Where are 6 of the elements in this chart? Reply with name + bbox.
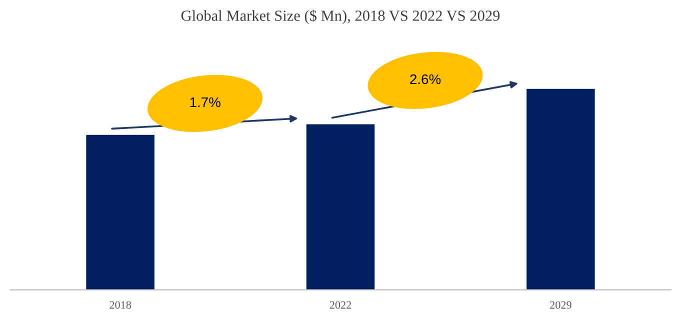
x-tick-label: 2022 [330, 301, 351, 309]
chart-title: Global Market Size ($ Mn), 2018 VS 2022 VS 2029 [181, 10, 500, 24]
annotation: 1.7% [190, 97, 220, 108]
text: 2.6% [410, 74, 441, 84]
x-tick-label: 2029 [550, 301, 572, 309]
x-tick-label: 2018 [110, 301, 131, 309]
